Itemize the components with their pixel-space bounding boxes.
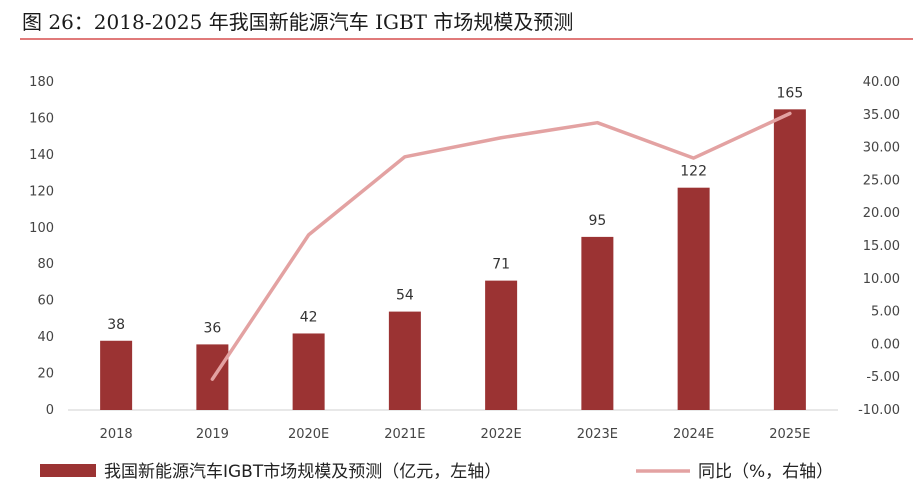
right-tick-label: 5.00 xyxy=(871,305,900,320)
left-tick-label: 80 xyxy=(37,257,54,272)
x-tick-label: 2023E xyxy=(577,427,618,442)
right-tick-label: -10.00 xyxy=(858,403,900,418)
x-tick-label: 2025E xyxy=(769,427,810,442)
left-tick-label: 120 xyxy=(29,184,54,199)
line-series xyxy=(210,111,792,381)
left-tick-label: 140 xyxy=(29,148,54,163)
bar xyxy=(292,333,325,410)
right-tick-label: 15.00 xyxy=(863,239,900,254)
left-tick-label: 160 xyxy=(29,111,54,126)
right-tick-label: 35.00 xyxy=(863,108,900,123)
right-tick-label: 20.00 xyxy=(863,206,900,221)
left-tick-label: 0 xyxy=(46,403,54,418)
bar-value-label: 42 xyxy=(300,309,318,325)
x-tick-label: 2020E xyxy=(288,427,329,442)
bar xyxy=(100,340,133,410)
left-axis: 0 20 40 60 80 100 120 140 160 180 xyxy=(29,75,54,418)
legend-bar-swatch xyxy=(40,464,96,477)
right-tick-label: 30.00 xyxy=(863,141,900,156)
bar-value-label: 54 xyxy=(396,288,414,304)
x-axis: 2018 2019 2020E 2021E 2022E 2023E 2024E 2025E xyxy=(100,427,811,442)
chart-title: 图 26：2018-2025 年我国新能源汽车 IGBT 市场规模及预测 xyxy=(22,10,574,34)
x-tick-label: 2021E xyxy=(384,427,425,442)
left-tick-label: 40 xyxy=(37,330,54,345)
bar xyxy=(581,236,614,410)
right-tick-label: 40.00 xyxy=(863,75,900,90)
x-tick-label: 2022E xyxy=(480,427,521,442)
legend: 我国新能源汽车IGBT市场规模及预测（亿元，左轴） 同比（%，右轴） xyxy=(40,462,833,482)
left-tick-label: 180 xyxy=(29,75,54,90)
bar-value-label: 122 xyxy=(680,164,707,180)
left-tick-label: 100 xyxy=(29,221,54,236)
left-tick-label: 60 xyxy=(37,294,54,309)
left-tick-label: 20 xyxy=(37,367,54,382)
title-divider xyxy=(20,38,913,40)
legend-bar-label: 我国新能源汽车IGBT市场规模及预测（亿元，左轴） xyxy=(104,462,501,482)
bar-value-label: 36 xyxy=(203,320,221,336)
bar xyxy=(773,109,806,410)
right-tick-label: 10.00 xyxy=(863,272,900,287)
bar xyxy=(677,187,710,410)
right-tick-label: 0.00 xyxy=(871,337,900,352)
bar-series xyxy=(100,109,806,410)
bar-value-label: 165 xyxy=(777,85,804,101)
x-tick-label: 2018 xyxy=(100,427,133,442)
bar-value-label: 95 xyxy=(588,213,606,229)
right-tick-label: -5.00 xyxy=(866,370,900,385)
right-tick-label: 25.00 xyxy=(863,173,900,188)
x-tick-label: 2019 xyxy=(196,427,229,442)
bar xyxy=(485,280,518,410)
bar xyxy=(388,311,421,410)
right-axis: -10.00 -5.00 0.00 5.00 10.00 15.00 20.00 25.00 3… xyxy=(858,75,900,418)
legend-line-label: 同比（%，右轴） xyxy=(698,462,833,482)
bar-data-labels: 38 36 42 54 71 95 122 165 xyxy=(107,85,803,336)
bar-value-label: 71 xyxy=(492,257,510,273)
bar-value-label: 38 xyxy=(107,317,125,333)
x-tick-label: 2024E xyxy=(673,427,714,442)
